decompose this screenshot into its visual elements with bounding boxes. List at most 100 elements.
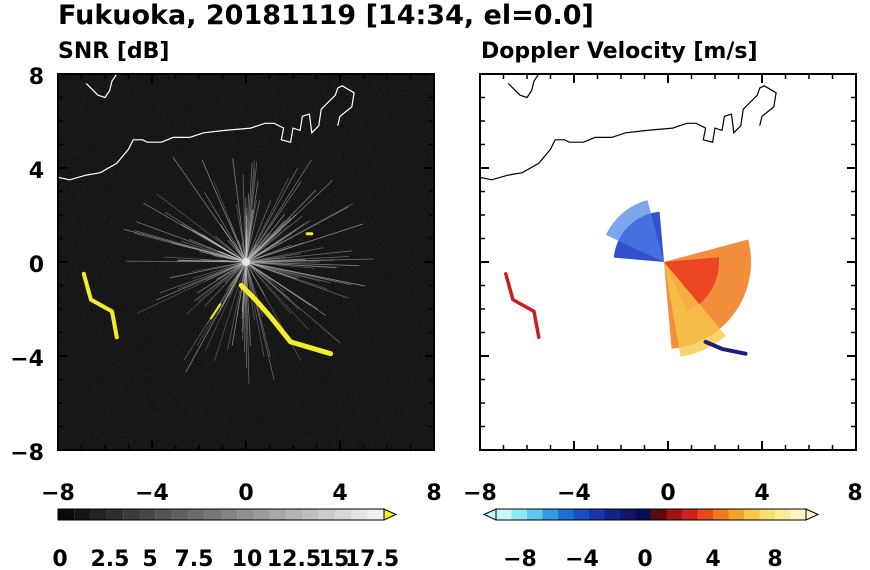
clutter-ray [155, 261, 247, 301]
clutter-ray [213, 180, 247, 263]
colorbar-cell [351, 509, 368, 520]
colorbar-cell [682, 509, 698, 520]
velocity-colorbar-cells [496, 509, 806, 520]
clutter-ray [245, 257, 286, 263]
clutter-ray [245, 161, 258, 263]
clutter-ray [242, 261, 247, 340]
clutter-ray [191, 261, 247, 279]
velocity-echo [703, 339, 748, 356]
clutter-ray [245, 167, 299, 263]
clutter-ray [169, 261, 247, 279]
clutter-ray [156, 193, 247, 263]
clutter-ray [172, 157, 247, 263]
colorbar-cell [335, 509, 352, 520]
snr-cbar-label: 5 [142, 547, 157, 570]
echo-band [81, 271, 119, 340]
clutter-ray [185, 261, 247, 315]
colorbar-cell [221, 509, 238, 520]
colorbar-cell [511, 509, 527, 520]
snr-cbar-label: 12.5 [267, 547, 321, 570]
colorbar-cell [367, 509, 384, 520]
colorbar-cell [123, 509, 140, 520]
colorbar-cell [269, 509, 287, 520]
clutter-ray [245, 256, 350, 263]
snr-cbar-label: 17.5 [345, 547, 399, 570]
vel-cbar-label: −4 [565, 547, 599, 570]
clutter-ray [236, 203, 247, 263]
clutter-ray [213, 261, 247, 362]
vel-cbar-label: 0 [637, 547, 652, 570]
radar-site [242, 258, 250, 266]
vel-cbar-label: 4 [705, 547, 720, 570]
clutter-ray [245, 261, 266, 297]
colorbar-cell [253, 509, 270, 520]
clutter-ray [204, 261, 247, 352]
coastline-path [58, 85, 355, 181]
echo-band [209, 303, 222, 320]
colorbar-cell [318, 509, 336, 520]
snr-clutter-rays [123, 157, 374, 384]
colorbar-cell [155, 509, 173, 520]
clutter-ray [245, 261, 271, 357]
colorbar-cell [558, 509, 574, 520]
snr-xtick-label: −8 [41, 481, 75, 506]
colorbar-cell [58, 509, 75, 520]
colorbar-cell [697, 509, 713, 520]
vel-xtick-label: −4 [557, 481, 591, 506]
velocity-echo-bands [504, 272, 748, 356]
colorbar-cell [713, 509, 729, 520]
colorbar-cell [635, 509, 651, 520]
vel-xtick-label: 4 [754, 481, 769, 506]
snr-xtick-label: 4 [332, 481, 347, 506]
colorbar-cell [237, 509, 254, 520]
clutter-ray [245, 261, 251, 347]
snr-ytick-label: 0 [29, 253, 44, 278]
clutter-ray [245, 261, 291, 300]
colorbar-cell [286, 509, 303, 520]
clutter-ray [192, 229, 247, 263]
clutter-ray [245, 229, 282, 263]
clutter-ray [194, 261, 247, 302]
clutter-ray [245, 261, 360, 267]
snr-coastline [58, 74, 355, 181]
colorbar-cell [775, 509, 791, 520]
snr-colorbar [57, 508, 398, 521]
colorbar-cell [573, 509, 589, 520]
colorbar-cell [496, 509, 512, 520]
clutter-ray [232, 158, 247, 263]
clutter-ray [196, 261, 247, 347]
clutter-ray [136, 261, 247, 314]
colorbar-cell [651, 509, 667, 520]
snr-cbar-label: 7.5 [175, 547, 214, 570]
colorbar-cell [188, 509, 205, 520]
clutter-ray [245, 261, 250, 384]
colorbar-cell [744, 509, 760, 520]
vel-xtick-label: −8 [463, 481, 497, 506]
colorbar-cell [604, 509, 620, 520]
snr-colorbar-tick-labels: 0 2.5 5 7.5 10 12.5 15 17.5 [52, 547, 399, 570]
clutter-ray [226, 261, 247, 351]
colorbar-cell [139, 509, 156, 520]
snr-x-tick-labels: −8 −4 0 4 8 [41, 481, 442, 506]
snr-ytick-label: 8 [29, 65, 44, 90]
colorbar-cell [542, 509, 558, 520]
colorbar-cell [666, 509, 682, 520]
clutter-ray [196, 261, 247, 294]
snr-xtick-label: 8 [426, 481, 441, 506]
colorbar-cell [172, 509, 189, 520]
clutter-ray [245, 244, 292, 263]
clutter-ray [242, 174, 247, 263]
clutter-ray [204, 261, 247, 307]
clutter-ray [245, 261, 362, 286]
snr-echo-bands [81, 232, 334, 357]
clutter-ray [245, 181, 302, 263]
vel-xtick-label: 8 [847, 481, 862, 506]
colorbar-cell [90, 509, 107, 520]
snr-colorbar-frame [57, 508, 385, 521]
velocity-coastline [480, 74, 777, 181]
clutter-ray [245, 200, 261, 263]
colorbar-cell [74, 509, 91, 520]
echo-band [238, 283, 334, 357]
snr-axis-ticks [57, 73, 435, 451]
velocity-axis-ticks [479, 73, 857, 451]
